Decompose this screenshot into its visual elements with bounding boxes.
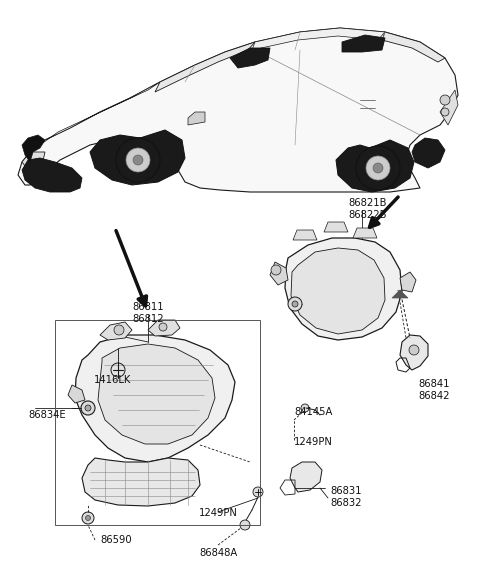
Polygon shape: [22, 158, 82, 192]
Circle shape: [159, 323, 167, 331]
Polygon shape: [400, 272, 416, 292]
Polygon shape: [290, 462, 322, 492]
Circle shape: [116, 138, 160, 182]
Circle shape: [114, 325, 124, 335]
Polygon shape: [100, 322, 132, 340]
Polygon shape: [98, 344, 215, 444]
Polygon shape: [90, 130, 185, 185]
Polygon shape: [148, 320, 180, 336]
Circle shape: [271, 265, 281, 275]
Circle shape: [85, 405, 91, 411]
Circle shape: [440, 95, 450, 105]
Text: 1416LK: 1416LK: [94, 375, 132, 385]
Polygon shape: [291, 248, 385, 334]
Polygon shape: [293, 230, 317, 240]
Text: 1249PN: 1249PN: [199, 508, 238, 518]
Polygon shape: [270, 262, 288, 285]
Polygon shape: [324, 222, 348, 232]
Text: 86834E: 86834E: [28, 410, 66, 420]
Circle shape: [292, 301, 298, 307]
Circle shape: [373, 163, 383, 173]
Circle shape: [301, 404, 309, 412]
Circle shape: [409, 345, 419, 355]
Polygon shape: [252, 28, 385, 50]
Text: 86848A: 86848A: [199, 548, 237, 558]
Circle shape: [366, 156, 390, 180]
Polygon shape: [82, 458, 200, 506]
Polygon shape: [40, 82, 160, 145]
Text: 1249PN: 1249PN: [294, 437, 333, 447]
Polygon shape: [155, 42, 255, 92]
Circle shape: [253, 487, 263, 497]
Text: 86811
86812: 86811 86812: [132, 302, 164, 324]
Text: 86841
86842: 86841 86842: [418, 379, 449, 401]
Polygon shape: [392, 290, 408, 298]
Text: 86821B
86822B: 86821B 86822B: [348, 198, 386, 219]
Circle shape: [85, 516, 91, 520]
Polygon shape: [188, 112, 205, 125]
Circle shape: [288, 297, 302, 311]
Text: 86590: 86590: [100, 535, 132, 545]
Circle shape: [126, 148, 150, 172]
Text: 84145A: 84145A: [294, 407, 332, 417]
Text: 86831
86832: 86831 86832: [330, 486, 361, 508]
Polygon shape: [440, 90, 458, 125]
Circle shape: [356, 146, 400, 190]
Circle shape: [240, 520, 250, 530]
Polygon shape: [382, 32, 445, 62]
Circle shape: [82, 512, 94, 524]
Polygon shape: [285, 238, 402, 340]
Polygon shape: [342, 35, 385, 52]
Polygon shape: [22, 135, 45, 162]
Polygon shape: [22, 152, 45, 170]
Polygon shape: [336, 140, 414, 192]
Polygon shape: [353, 228, 377, 238]
Circle shape: [81, 401, 95, 415]
Polygon shape: [18, 28, 458, 192]
Polygon shape: [75, 335, 235, 462]
Polygon shape: [230, 48, 270, 68]
Polygon shape: [68, 385, 85, 403]
Circle shape: [441, 108, 449, 116]
Bar: [55, 320, 260, 525]
Polygon shape: [412, 138, 445, 168]
Polygon shape: [400, 335, 428, 370]
Circle shape: [133, 155, 143, 165]
